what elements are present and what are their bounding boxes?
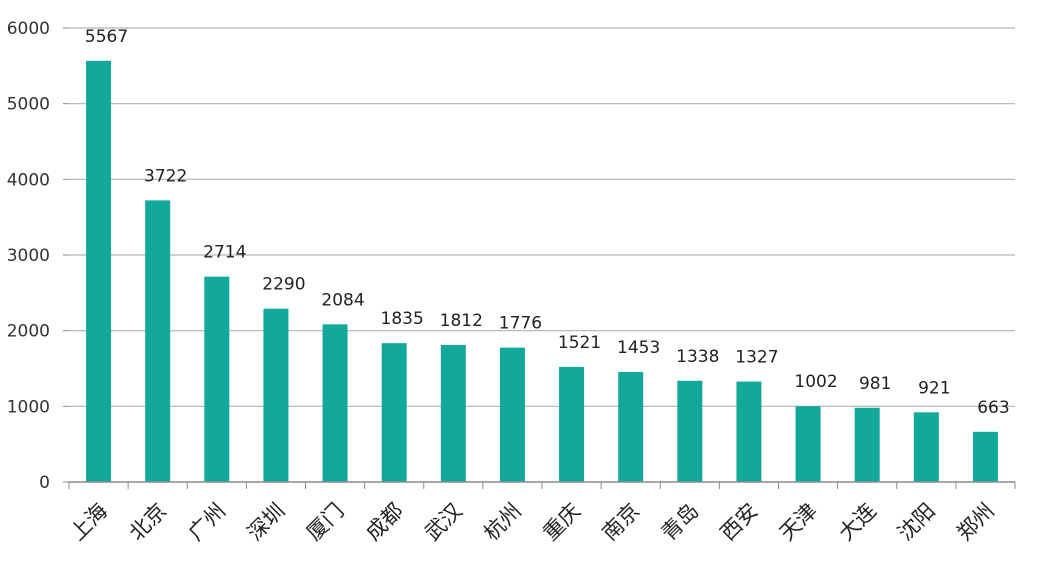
x-category-label: 北京 [125,499,172,546]
x-category-label: 上海 [65,499,112,546]
data-label: 921 [918,378,950,398]
x-category-label: 青岛 [657,499,704,546]
data-label: 663 [977,398,1009,418]
bars [86,60,998,483]
x-axis-ticks: 上海 北京 广州 深圳 厦门 成都 武汉 杭州 重庆 南京 青岛 西安 天津 大连 沈阳 郑州 [65,482,1016,546]
x-category-label: 大连 [834,499,881,546]
bar-3 [204,276,230,482]
y-tick-label: 2000 [7,322,50,342]
data-label: 981 [859,374,891,394]
x-category-label: 武汉 [420,499,467,546]
data-label: 1453 [617,338,660,358]
data-label: 2290 [262,275,305,295]
y-tick-label: 1000 [7,397,50,417]
data-label: 1812 [440,311,483,331]
bar-7 [440,344,466,482]
data-labels: 5567 3722 2714 2290 2084 1835 1812 1776 1521 1453… [85,27,1010,418]
x-category-label: 西安 [716,499,763,546]
data-label: 1338 [676,347,719,367]
x-category-label: 深圳 [243,499,290,546]
bar-8 [499,347,525,482]
data-label: 2084 [321,290,364,310]
bar-11 [677,380,703,482]
y-tick-label: 3000 [7,246,50,266]
y-tick-label: 0 [39,473,50,493]
data-label: 1835 [381,309,424,329]
x-category-label: 广州 [184,499,231,546]
bar-2 [145,200,171,483]
bar-5 [322,324,348,482]
x-category-label: 杭州 [479,499,526,546]
x-category-label: 南京 [598,499,645,546]
bar-14 [854,407,880,482]
bar-16 [972,431,998,482]
bar-9 [559,366,585,482]
data-label: 1776 [499,314,542,334]
bar-4 [263,308,289,482]
x-category-label: 天津 [775,499,822,546]
data-label: 1521 [558,333,601,353]
bar-13 [795,406,821,482]
data-label: 1002 [794,372,837,392]
bar-1 [86,60,112,482]
bar-10 [618,372,644,482]
data-label: 5567 [85,27,128,47]
x-category-label: 厦门 [302,499,349,546]
x-category-label: 成都 [361,499,408,546]
y-tick-label: 4000 [7,170,50,190]
y-axis-ticks: 0 1000 2000 3000 4000 5000 6000 [7,19,69,493]
bar-6 [381,343,407,482]
x-category-label: 沈阳 [893,499,940,546]
bar-15 [913,412,939,482]
bar-12 [736,381,762,482]
y-tick-label: 5000 [7,95,50,115]
data-label: 3722 [144,166,187,186]
y-tick-label: 6000 [7,19,50,39]
data-label: 2714 [203,243,246,263]
x-category-label: 重庆 [538,499,585,546]
x-category-label: 郑州 [952,499,999,546]
data-label: 1327 [735,348,778,368]
